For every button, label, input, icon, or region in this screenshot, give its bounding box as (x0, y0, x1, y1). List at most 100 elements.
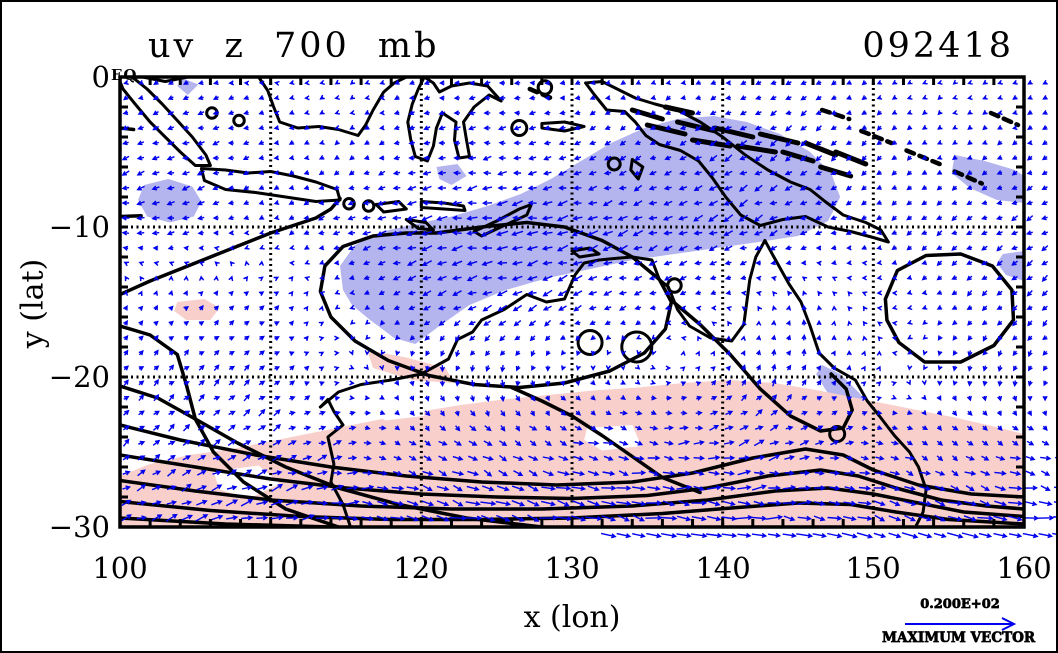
wind-vector-arrow (784, 200, 793, 206)
wind-vector-arrow (166, 170, 175, 176)
wind-vector-arrow (258, 140, 264, 145)
wind-vector-arrow (906, 200, 912, 206)
wind-vector-arrow (289, 245, 295, 251)
wind-vector-arrow (739, 245, 747, 251)
wind-vector-arrow (650, 410, 657, 415)
wind-vector-arrow (601, 485, 617, 491)
wind-vector-arrow (270, 499, 284, 506)
wind-vector-arrow (918, 500, 932, 507)
wind-vector-arrow (1027, 335, 1033, 342)
wind-vector-arrow (1012, 395, 1017, 402)
wind-vector-arrow (273, 423, 281, 432)
wind-vector-arrow (318, 185, 325, 191)
wind-vector-arrow (891, 200, 897, 206)
wind-vector-arrow (816, 319, 822, 326)
wind-vector-arrow (936, 185, 943, 191)
height-contour-line (318, 220, 674, 390)
wind-vector-arrow (213, 409, 221, 417)
wind-vector-arrow (167, 245, 174, 251)
wind-vector-arrow (831, 364, 836, 371)
wind-vector-arrow (182, 95, 189, 100)
wind-vector-arrow (497, 185, 507, 191)
wind-vector-arrow (332, 230, 341, 236)
wind-vector-arrow (167, 454, 176, 461)
wind-vector-arrow (603, 290, 613, 296)
wind-vector-arrow (1026, 245, 1033, 251)
wind-vector-arrow (168, 410, 176, 416)
wind-vector-arrow (288, 290, 294, 297)
wind-vector-arrow (573, 185, 582, 191)
wind-vector-arrow (634, 440, 644, 446)
wind-vector-arrow (575, 410, 582, 416)
dashed-coast-segment (904, 148, 942, 167)
wind-vector-arrow (167, 125, 175, 131)
wind-vector-arrow (379, 410, 386, 415)
wind-vector-arrow (1027, 94, 1033, 100)
wind-vector-arrow (816, 334, 822, 341)
wind-vector-arrow (680, 80, 687, 86)
wind-vector-arrow (528, 320, 537, 327)
wind-vector-arrow (347, 470, 359, 476)
wind-vector-arrow (785, 139, 793, 147)
wind-vector-arrow (982, 425, 988, 431)
wind-vector-arrow (421, 230, 433, 236)
wind-vector-arrow (996, 410, 1002, 417)
wind-vector-arrow (891, 320, 898, 326)
y-tick-label-10s: −10 (48, 210, 110, 244)
wind-vector-arrow (921, 425, 929, 431)
wind-vector-arrow (468, 320, 476, 326)
wind-vector-arrow (710, 290, 716, 295)
wind-vector-arrow (813, 500, 826, 506)
wind-vector-arrow (513, 110, 521, 116)
wind-vector-arrow (906, 170, 912, 176)
wind-vector-arrow (755, 395, 763, 401)
wind-vector-arrow (830, 425, 839, 431)
wind-vector-arrow (966, 215, 973, 221)
wind-vector-arrow (921, 380, 927, 386)
wind-vector-arrow (922, 319, 928, 325)
wind-vector-arrow (997, 440, 1004, 446)
wind-vector-arrow (273, 380, 281, 386)
wind-vector-arrow (242, 140, 250, 146)
wind-vector-arrow (740, 80, 747, 85)
wind-vector-arrow (560, 395, 567, 401)
wind-vector-arrow (678, 245, 688, 251)
wind-vector-arrow (244, 244, 250, 250)
wind-vector-arrow (499, 335, 506, 342)
wind-vector-arrow (480, 229, 494, 237)
wind-vector-arrow (936, 200, 943, 206)
wind-vector-arrow (770, 275, 777, 282)
wind-vector-arrow (799, 455, 810, 461)
wind-vector-arrow (481, 260, 493, 266)
wind-vector-arrow (466, 185, 478, 191)
wind-vector-arrow (605, 365, 611, 371)
wind-vector-arrow (831, 305, 837, 311)
wind-vector-arrow (891, 94, 898, 100)
wind-vector-arrow (921, 275, 928, 281)
wind-vector-arrow (166, 485, 177, 491)
wind-vector-arrow (273, 155, 280, 161)
wind-vector-arrow (332, 215, 340, 221)
wind-vector-arrow (785, 260, 792, 266)
wind-vector-arrow (500, 379, 506, 388)
wind-vector-arrow (936, 275, 943, 281)
wind-vector-arrow (588, 440, 600, 446)
wind-vector-arrow (542, 260, 553, 266)
wind-vector-arrow (152, 110, 159, 116)
wind-vector-arrow (981, 290, 988, 297)
wind-vector-arrow (815, 455, 825, 461)
wind-vector-arrow (334, 350, 340, 356)
wind-vector-arrow (258, 200, 265, 205)
wind-vector-arrow (572, 470, 586, 477)
wind-vector-arrow (421, 245, 433, 252)
wind-vector-arrow (288, 320, 294, 326)
wind-vector-arrow (662, 470, 676, 476)
wind-vector-arrow (198, 275, 205, 281)
wind-vector-arrow (303, 305, 309, 312)
wind-vector-arrow (740, 394, 747, 402)
wind-vector-arrow (589, 320, 596, 325)
wind-vector-arrow (753, 439, 765, 447)
wind-vector-arrow (288, 215, 295, 220)
wind-vector-arrow (861, 396, 868, 402)
wind-vector-arrow (467, 470, 480, 477)
